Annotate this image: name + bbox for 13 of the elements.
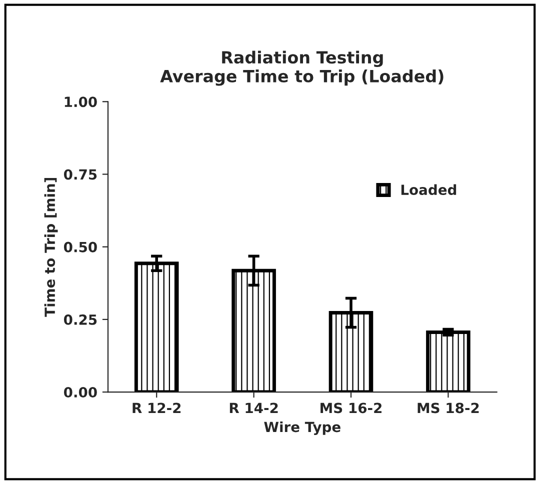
x-tick-label: MS 18-2 [418, 402, 479, 414]
legend-label: Loaded [401, 184, 456, 196]
y-tick-label: 0.50 [64, 242, 97, 252]
y-tick-label: 0.75 [64, 169, 97, 180]
x-tick-label: R 14-2 [230, 402, 278, 414]
y-tick-label: 0.00 [64, 387, 97, 398]
x-axis-title: Wire Type [264, 421, 340, 436]
y-tick-label: 0.25 [64, 314, 97, 325]
y-tick-label: 1.00 [64, 96, 97, 108]
y-axis-title: Time to Trip [min] [44, 178, 58, 317]
x-tick-label: MS 16-2 [320, 402, 382, 414]
chart-title: Radiation Testing Average Time to Trip (Loaded) [160, 50, 444, 86]
x-tick-label: R 12-2 [132, 402, 181, 414]
